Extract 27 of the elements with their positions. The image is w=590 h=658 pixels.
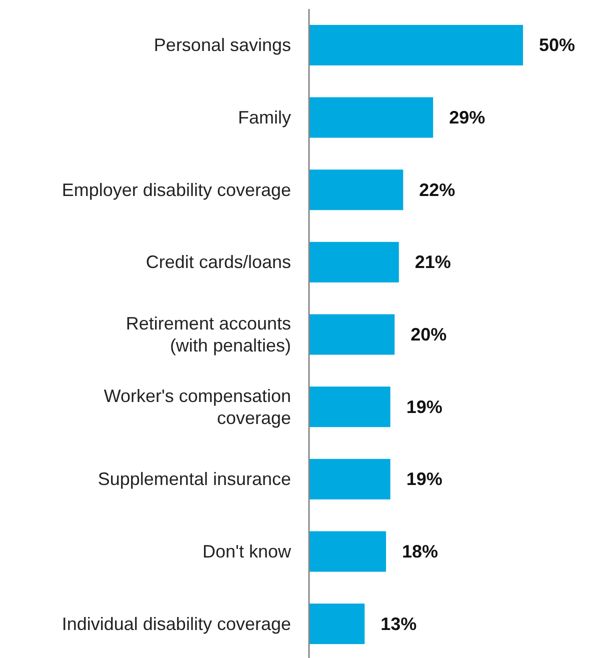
data-label: 19% bbox=[406, 469, 442, 490]
y-tick-label: Worker's compensation coverage bbox=[104, 386, 291, 428]
bar bbox=[309, 458, 390, 500]
bar bbox=[309, 531, 386, 572]
bar bbox=[309, 97, 434, 138]
data-label: 20% bbox=[410, 324, 447, 344]
y-tick-label: Family bbox=[238, 108, 291, 128]
bar bbox=[309, 170, 404, 210]
y-tick-label: Personal savings bbox=[154, 35, 291, 56]
data-label: 21% bbox=[414, 252, 451, 272]
y-tick-label: Individual disability coverage bbox=[62, 614, 291, 634]
data-label: 22% bbox=[419, 180, 456, 200]
data-label: 50% bbox=[539, 35, 576, 56]
data-label: 13% bbox=[380, 614, 417, 634]
data-label: 19% bbox=[406, 396, 442, 417]
y-tick-label: Retirement accounts (with penalties) bbox=[126, 314, 291, 356]
bar bbox=[309, 386, 390, 428]
y-tick-label: Supplemental insurance bbox=[98, 469, 291, 490]
bar bbox=[309, 24, 523, 66]
y-tick-label: Don't know bbox=[202, 542, 292, 562]
bar bbox=[309, 604, 365, 644]
bar bbox=[309, 314, 395, 355]
y-tick-label: Credit cards/loans bbox=[146, 252, 291, 272]
y-tick-label: Employer disability coverage bbox=[62, 180, 291, 200]
bar bbox=[309, 242, 399, 282]
data-label: 29% bbox=[449, 108, 486, 128]
data-label: 18% bbox=[402, 542, 438, 562]
